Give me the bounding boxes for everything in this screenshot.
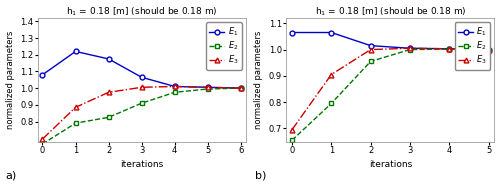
$E_3$: [40, 138, 46, 140]
$E_3$: [289, 129, 295, 131]
Line: $E_3$: $E_3$: [290, 46, 491, 132]
$E_1$: [368, 45, 374, 47]
$E_1$: [328, 31, 334, 34]
Legend: $E_1$, $E_2$, $E_3$: $E_1$, $E_2$, $E_3$: [206, 22, 242, 70]
$E_2$: [106, 116, 112, 118]
Line: $E_2$: $E_2$: [40, 86, 244, 146]
Legend: $E_1$, $E_2$, $E_3$: $E_1$, $E_2$, $E_3$: [454, 22, 490, 70]
$E_2$: [328, 102, 334, 105]
$E_3$: [368, 48, 374, 51]
Line: $E_1$: $E_1$: [40, 49, 244, 91]
X-axis label: iterations: iterations: [368, 160, 412, 169]
$E_1$: [40, 74, 46, 76]
$E_1$: [446, 48, 452, 50]
$E_3$: [407, 47, 413, 49]
X-axis label: iterations: iterations: [120, 160, 164, 169]
$E_2$: [72, 122, 78, 124]
$E_1$: [486, 48, 492, 51]
$E_1$: [106, 58, 112, 60]
$E_1$: [138, 76, 144, 78]
Y-axis label: normalized parameters: normalized parameters: [254, 31, 263, 129]
$E_1$: [407, 47, 413, 49]
$E_2$: [205, 88, 211, 90]
Title: h$_1$ = 0.18 [m] (should be 0.18 m): h$_1$ = 0.18 [m] (should be 0.18 m): [66, 6, 218, 18]
$E_3$: [238, 87, 244, 89]
$E_1$: [172, 85, 177, 88]
$E_2$: [407, 48, 413, 51]
$E_2$: [40, 143, 46, 145]
$E_1$: [238, 87, 244, 89]
$E_2$: [172, 91, 177, 93]
$E_3$: [72, 106, 78, 108]
Text: b): b): [255, 170, 266, 180]
$E_3$: [138, 86, 144, 88]
$E_3$: [205, 86, 211, 88]
Line: $E_1$: $E_1$: [290, 30, 491, 52]
$E_2$: [486, 48, 492, 51]
$E_3$: [172, 85, 177, 88]
$E_1$: [205, 86, 211, 88]
$E_1$: [72, 50, 78, 52]
$E_2$: [368, 60, 374, 63]
Line: $E_3$: $E_3$: [40, 84, 244, 141]
$E_1$: [289, 31, 295, 34]
Line: $E_2$: $E_2$: [290, 47, 491, 143]
Y-axis label: normalized parameters: normalized parameters: [6, 31, 15, 129]
$E_3$: [328, 73, 334, 76]
Title: h$_1$ = 0.18 [m] (should be 0.18 m): h$_1$ = 0.18 [m] (should be 0.18 m): [314, 6, 466, 18]
$E_2$: [446, 48, 452, 50]
$E_2$: [289, 139, 295, 141]
$E_3$: [486, 48, 492, 51]
$E_2$: [238, 87, 244, 89]
$E_2$: [138, 102, 144, 104]
$E_3$: [106, 91, 112, 93]
Text: a): a): [5, 170, 16, 180]
$E_3$: [446, 48, 452, 50]
